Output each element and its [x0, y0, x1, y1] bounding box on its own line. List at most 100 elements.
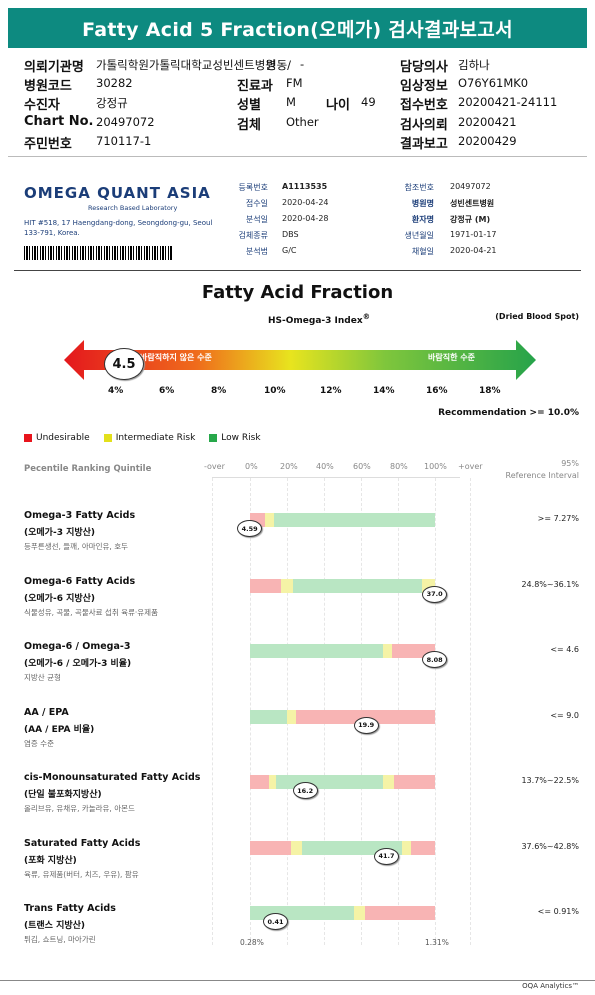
axis-min: 0.28%: [240, 938, 264, 947]
row-korean-name: (AA / EPA 비율): [24, 724, 95, 735]
receipt-label: 접수번호: [400, 98, 448, 113]
axis-label: 0%: [245, 462, 258, 471]
report-label: 결과보고: [400, 137, 448, 152]
row-name: cis-Monounsaturated Fatty Acids: [24, 772, 201, 783]
legend-swatch: [103, 434, 112, 442]
reference-interval: 37.6%~42.8%: [521, 841, 579, 851]
index-tick: 16%: [426, 386, 448, 396]
bar-segment: [250, 644, 384, 658]
card-key: 접수일: [245, 199, 268, 208]
bar-segment: [281, 578, 293, 593]
index-label-text: HS-Omega-3 Index: [268, 316, 363, 326]
bar-segment: [264, 513, 275, 527]
recommendation: Recommendation >= 10.0%: [438, 408, 579, 418]
quintile-bar: [250, 578, 435, 593]
hospital-code-label: 병원코드: [24, 79, 72, 94]
row-korean-name: (트랜스 지방산): [24, 921, 86, 931]
row-description: 등푸른생선, 들깨, 아마인유, 호두: [24, 542, 129, 551]
bar-segment: [410, 840, 435, 855]
legend-swatch: [24, 434, 32, 442]
bar-segment: [275, 775, 384, 789]
card-key: 분석법: [245, 247, 268, 256]
value-marker: 8.08: [422, 651, 448, 668]
card-key: 생년월일: [404, 231, 434, 240]
card-value: 2020-04-24: [282, 198, 329, 207]
percentile-header: Pecentile Ranking Quintile: [24, 464, 152, 474]
bar-segment: [383, 775, 395, 789]
clinical-label: 임상정보: [400, 79, 448, 94]
omega3-index-arrow: [64, 340, 536, 380]
bar-segment: [287, 709, 297, 724]
chart-value: 20497072: [96, 115, 155, 129]
value-marker: 37.0: [422, 585, 448, 603]
card-key: 채혈일: [411, 247, 434, 256]
rrn-value: 710117-1: [96, 134, 152, 148]
index-tick: 10%: [264, 386, 286, 396]
index-tick: 8%: [211, 386, 227, 396]
row-description: 올리브유, 유채유, 카놀라유, 아몬드: [24, 804, 135, 813]
reference-interval: <= 9.0: [550, 710, 579, 720]
quintile-bar: [250, 513, 435, 527]
doctor-label: 담당의사: [400, 60, 448, 75]
reference-interval: <= 4.6: [550, 645, 579, 654]
legend-item: Intermediate Risk: [103, 433, 196, 443]
quintile-bar: [250, 840, 435, 855]
index-tick: 18%: [479, 386, 501, 396]
index-label-sup: ®: [362, 312, 371, 321]
bar-segment: [250, 709, 287, 724]
footer-brand: OQA Analytics™: [522, 982, 579, 990]
index-tick: 6%: [159, 386, 175, 396]
value-marker: 16.2: [292, 782, 318, 799]
divider: [8, 156, 587, 157]
axis-label: 40%: [316, 462, 334, 471]
card-value: 20497072: [450, 182, 491, 191]
barcode: [24, 246, 172, 260]
legend-label: Undesirable: [36, 433, 90, 443]
bar-segment: [401, 840, 411, 855]
index-tick: 12%: [320, 386, 342, 396]
grid-line: [435, 478, 436, 945]
row-korean-name: (단일 불포화지방산): [24, 790, 102, 800]
value-marker: 0.41: [263, 913, 289, 930]
request-value: 20200421: [458, 115, 517, 129]
grid-line: [212, 478, 213, 945]
row-korean-name: (오메가-6 / 오메가-3 비율): [24, 659, 132, 669]
index-tick: 4%: [108, 386, 124, 396]
reference-interval: >= 7.27%: [537, 514, 579, 523]
lab-address: HIT #518, 17 Haengdang-dong, Seongdong-g…: [24, 219, 213, 237]
axis-label: 60%: [353, 462, 371, 471]
value-marker: 41.7: [374, 847, 400, 865]
bar-segment: [292, 578, 423, 593]
axis-label: 20%: [280, 462, 298, 471]
legend-label: Low Risk: [221, 433, 261, 443]
row-name: Omega-3 Fatty Acids: [24, 510, 136, 521]
card-value: G/C: [282, 246, 297, 255]
lab-tagline: Research Based Laboratory: [88, 204, 178, 212]
bar-segment: [394, 775, 435, 789]
grid-line: [470, 478, 471, 945]
lab-logo: OMEGA QUANT ASIA: [24, 184, 211, 202]
card-value: 성빈센트병원: [450, 199, 495, 208]
legend-label: Intermediate Risk: [115, 433, 196, 443]
bar-segment: [353, 906, 365, 920]
card-value: DBS: [282, 230, 299, 239]
omega3-index-marker: 4.5: [104, 348, 144, 380]
bar-segment: [268, 775, 276, 789]
bar-segment: [364, 906, 435, 920]
rrn-label: 주민번호: [24, 137, 72, 152]
bar-segment: [274, 513, 435, 527]
card-value: 1971-01-17: [450, 230, 497, 239]
quintile-bar: [250, 644, 435, 658]
row-korean-name: (포화 지방산): [24, 855, 77, 866]
bad-level-label: 바람직하지 않은 수준: [140, 353, 212, 362]
row-name: Saturated Fatty Acids: [24, 837, 141, 849]
row-name: Omega-6 Fatty Acids: [24, 575, 136, 587]
specimen-value: Other: [286, 115, 319, 129]
clinical-value: O76Y61MK0: [458, 76, 529, 90]
bar-segment: [250, 775, 269, 789]
report-value: 20200429: [458, 134, 517, 148]
axis-max: 1.31%: [425, 938, 449, 947]
card-key: 병원명: [411, 199, 434, 208]
card-key: 검체종류: [238, 231, 268, 240]
reference-header-top: 95%: [561, 459, 579, 468]
